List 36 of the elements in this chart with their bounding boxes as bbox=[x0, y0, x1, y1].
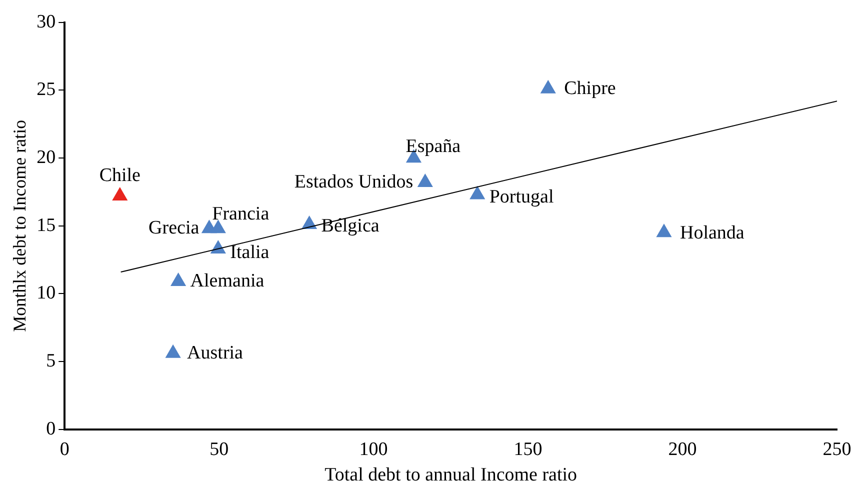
annotation: Bélgica bbox=[321, 216, 380, 237]
point bbox=[470, 186, 486, 200]
annotation: Austria bbox=[187, 342, 244, 364]
annotation: Estados Unidos bbox=[294, 171, 414, 192]
point bbox=[540, 80, 556, 94]
y-tick-label: 5 bbox=[46, 350, 56, 372]
x-axis-title: Total debt to annual Income ratio bbox=[324, 464, 578, 486]
y-tick-label: 15 bbox=[36, 214, 56, 236]
annotation: Chile bbox=[99, 165, 140, 186]
x-tick-label: 200 bbox=[668, 438, 697, 460]
y-tick-label: 10 bbox=[36, 282, 56, 304]
y-axis-title: Monthlx debt to Income ratio bbox=[10, 120, 30, 332]
annotation: Grecia bbox=[148, 218, 200, 239]
point bbox=[165, 344, 181, 358]
annotation: Portugal bbox=[489, 186, 554, 208]
point bbox=[112, 187, 128, 201]
x-tick-label: 150 bbox=[514, 438, 542, 460]
annotation: Alemania bbox=[190, 270, 265, 292]
annotation: Italia bbox=[230, 242, 270, 263]
x-tick-label: 100 bbox=[359, 438, 388, 460]
annotation: Chipre bbox=[564, 78, 616, 99]
y-tick-label: 20 bbox=[36, 147, 56, 168]
y-tick-label: 25 bbox=[36, 79, 56, 100]
point bbox=[210, 240, 226, 254]
x-tick-label: 250 bbox=[822, 438, 852, 460]
y-tick-label: 30 bbox=[36, 11, 56, 32]
annotation: España bbox=[406, 136, 462, 158]
x-tick-label: 0 bbox=[60, 438, 70, 460]
annotation: Francia bbox=[212, 204, 270, 225]
x-tick-label: 50 bbox=[210, 438, 229, 460]
point bbox=[170, 272, 186, 286]
point bbox=[417, 173, 433, 187]
annotation: Holanda bbox=[680, 222, 745, 244]
point bbox=[656, 224, 672, 238]
point bbox=[210, 220, 226, 234]
y-tick-label: 0 bbox=[46, 418, 56, 440]
